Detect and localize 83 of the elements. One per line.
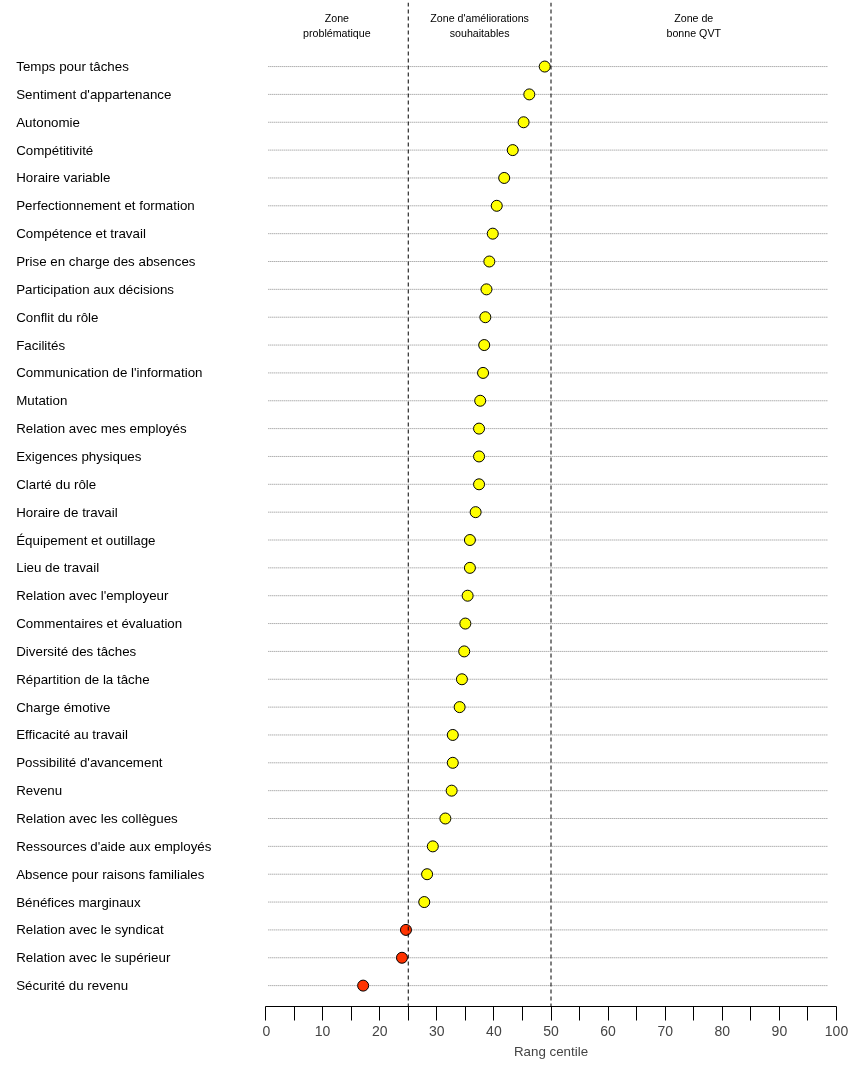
y-tick-label: Sécurité du revenu	[16, 978, 129, 994]
y-tick-label: Temps pour tâches	[16, 59, 130, 75]
point	[421, 868, 434, 881]
point	[439, 812, 452, 825]
point	[486, 227, 499, 240]
point	[446, 728, 459, 741]
point	[538, 60, 551, 73]
point	[483, 255, 496, 268]
y-tick-label: Efficacité au travail	[16, 727, 128, 743]
y-tick-label: Sentiment d'appartenance	[16, 86, 172, 102]
point	[480, 283, 493, 296]
y-tick-label: Exigences physiques	[16, 448, 142, 464]
x-tick-label: 50	[543, 1022, 559, 1039]
point	[473, 422, 486, 435]
point	[517, 116, 530, 129]
point	[446, 756, 459, 769]
point	[426, 840, 439, 853]
x-tick-label: 70	[657, 1022, 674, 1039]
y-tick-label: Perfectionnement et formation	[16, 198, 195, 214]
point	[506, 144, 519, 157]
y-tick-label: Revenu	[16, 783, 63, 799]
y-tick-label: Répartition de la tâche	[16, 671, 150, 687]
y-tick-label: Lieu de travail	[16, 560, 100, 576]
y-tick-label: Prise en charge des absences	[16, 254, 196, 270]
y-tick-label: Communication de l'information	[16, 365, 203, 381]
y-tick-label: Commentaires et évaluation	[16, 616, 183, 632]
y-tick-label: Relation avec le supérieur	[16, 950, 171, 966]
y-tick-label: Relation avec les collègues	[16, 811, 179, 827]
y-tick-label: Compétitivité	[16, 142, 94, 158]
point	[463, 561, 476, 574]
point	[523, 88, 536, 101]
point	[463, 534, 476, 546]
y-tick-label: Compétence et travail	[16, 226, 146, 242]
x-tick-label: 60	[600, 1022, 617, 1039]
x-axis-title: Rang centile	[513, 1043, 589, 1059]
y-tick-label: Horaire de travail	[16, 504, 118, 520]
y-tick-label: Conflit du rôle	[16, 309, 99, 325]
point	[461, 589, 474, 602]
point	[474, 394, 487, 407]
x-tick-label: 40	[486, 1022, 502, 1039]
x-tick-label: 100	[824, 1022, 849, 1039]
point	[395, 951, 408, 964]
point	[399, 923, 412, 936]
y-tick-label: Clarté du rôle	[16, 476, 97, 492]
point	[453, 701, 466, 714]
x-tick-label: 20	[371, 1022, 388, 1039]
point	[455, 673, 468, 686]
y-tick-label: Relation avec mes employés	[16, 421, 187, 437]
y-tick-label: Diversité des tâches	[16, 643, 137, 659]
x-tick-label: 90	[771, 1022, 788, 1039]
y-tick-label: Horaire variable	[16, 170, 111, 186]
x-tick-label: 0	[262, 1022, 271, 1039]
x-tick-label: 10	[314, 1022, 331, 1039]
y-tick-label: Relation avec l'employeur	[16, 588, 169, 604]
point	[479, 311, 492, 324]
x-tick-label: 80	[714, 1022, 731, 1039]
text: Zone de bonne QVT	[666, 11, 722, 40]
text: Zone problématique	[303, 11, 371, 40]
point	[445, 784, 458, 797]
y-tick-label: Relation avec le syndicat	[16, 922, 164, 938]
point	[473, 450, 486, 463]
point	[418, 896, 431, 909]
point	[498, 171, 511, 184]
point	[458, 645, 471, 658]
y-tick-label: Participation aux décisions	[16, 281, 175, 297]
y-tick-label: Possibilité d'avancement	[16, 755, 163, 771]
point	[459, 617, 472, 630]
y-tick-label: Facilités	[16, 337, 66, 353]
y-tick-label: Charge émotive	[16, 699, 111, 715]
y-tick-label: Mutation	[16, 393, 68, 409]
point	[478, 339, 491, 352]
point	[473, 478, 486, 491]
y-tick-label: Autonomie	[16, 114, 80, 130]
point	[490, 199, 503, 212]
y-tick-label: Absence pour raisons familiales	[16, 866, 205, 882]
text: Zone d'améliorations souhaitables	[430, 11, 529, 40]
point	[477, 366, 490, 379]
point	[357, 979, 370, 992]
y-tick-label: Équipement et outillage	[16, 532, 156, 548]
x-tick-label: 30	[429, 1022, 445, 1039]
y-tick-label: Ressources d'aide aux employés	[16, 838, 212, 854]
point	[469, 506, 482, 519]
y-tick-label: Bénéfices marginaux	[16, 894, 142, 910]
